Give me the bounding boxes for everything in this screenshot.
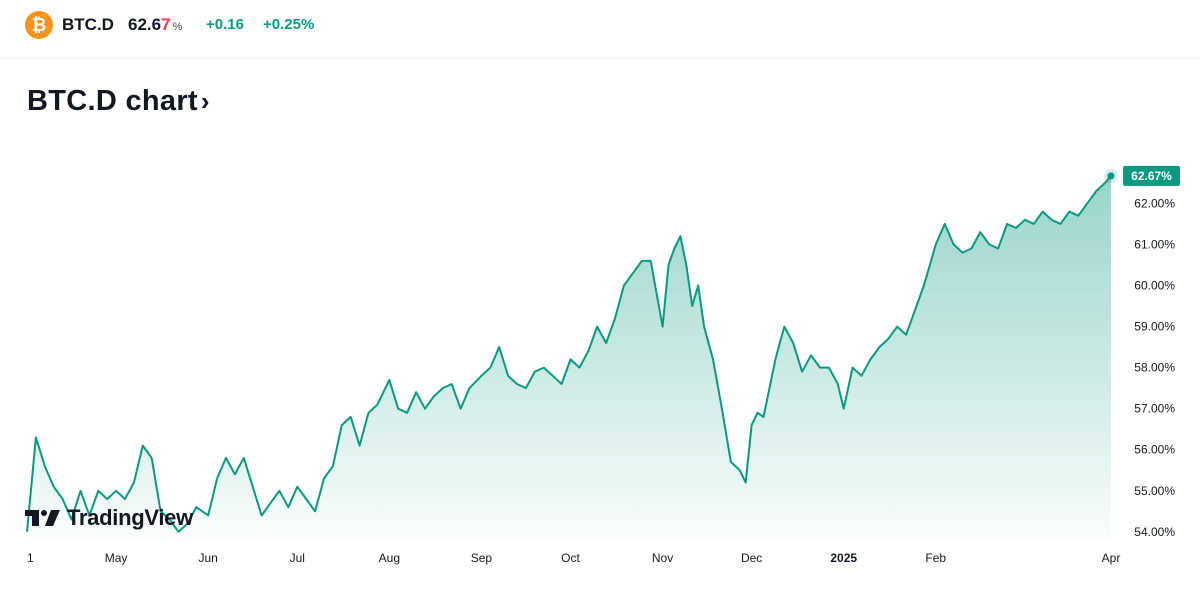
y-tick-label: 59.00% xyxy=(1134,320,1175,334)
y-tick-label: 55.00% xyxy=(1134,484,1175,498)
last-point-marker xyxy=(1107,172,1115,180)
ticker-bar: ₿ BTC.D 62.67% +0.16 +0.25% xyxy=(0,0,1200,58)
ticker-price: 62.67% xyxy=(128,15,182,35)
chevron-right-icon: › xyxy=(200,86,210,116)
chart-title-text: BTC.D chart xyxy=(27,85,198,117)
x-tick-label: Aug xyxy=(379,551,400,565)
x-tick-label: Jul xyxy=(290,551,305,565)
x-axis: 1 May Jun Jul Aug Sep Oct Nov Dec 2025 Feb Apr xyxy=(27,551,1120,565)
x-tick-label: Jun xyxy=(198,551,217,565)
y-tick-label: 58.00% xyxy=(1134,361,1175,375)
price-unit: % xyxy=(172,21,183,33)
series-area-fill xyxy=(27,175,1111,538)
price-last-digit: 7 xyxy=(161,15,171,34)
bitcoin-icon: ₿ xyxy=(25,11,53,39)
x-tick-label: Dec xyxy=(741,551,762,565)
series-line-layer xyxy=(26,175,1112,533)
price-change: +0.16 xyxy=(206,16,244,33)
x-tick-label: May xyxy=(105,551,128,565)
y-tick-label: 56.00% xyxy=(1134,443,1175,457)
last-value-badge xyxy=(1123,165,1180,186)
price-main: 62.6 xyxy=(128,15,162,34)
tradingview-logo-icon xyxy=(25,510,60,526)
y-tick-label: 54.00% xyxy=(1134,525,1175,539)
y-axis: 54.00% 55.00% 56.00% 57.00% 58.00% 59.00% 60.0… xyxy=(1134,196,1175,538)
y-tick-label: 57.00% xyxy=(1134,402,1175,416)
series-line xyxy=(26,175,1112,533)
x-tick-label: Feb xyxy=(925,551,946,565)
price-change-percent: +0.25% xyxy=(263,16,315,33)
x-tick-label: 2025 xyxy=(830,551,857,565)
area-fill-layer xyxy=(27,175,1111,538)
chart-title-link[interactable]: BTC.D chart › xyxy=(27,85,210,118)
x-tick-label: Oct xyxy=(561,551,580,565)
last-value-layer: 62.67% xyxy=(1104,165,1180,186)
y-tick-label: 62.00% xyxy=(1134,196,1175,210)
last-value-label: 62.67% xyxy=(1131,169,1172,183)
x-tick-label: Apr xyxy=(1102,551,1121,565)
tradingview-logo[interactable]: TradingView xyxy=(25,505,193,531)
tradingview-logo-text: TradingView xyxy=(67,505,193,530)
x-tick-label: 1 xyxy=(27,551,34,565)
x-tick-label: Sep xyxy=(471,551,493,565)
ticker-symbol[interactable]: BTC.D xyxy=(62,15,114,34)
x-tick-label: Nov xyxy=(652,551,673,565)
y-tick-label: 61.00% xyxy=(1134,237,1175,251)
y-tick-label: 60.00% xyxy=(1134,278,1175,292)
